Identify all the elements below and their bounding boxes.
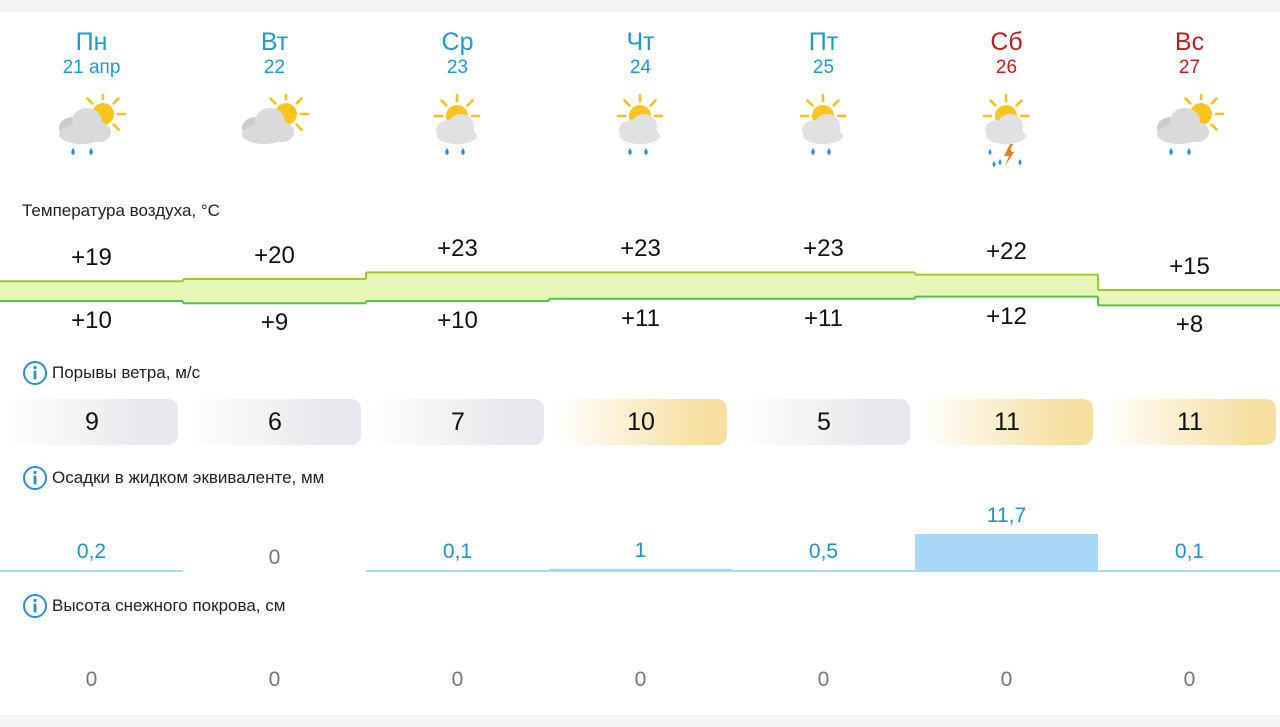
temperature-bar (549, 272, 732, 299)
sun-cloud-thunderstorm-icon (966, 92, 1046, 178)
partly-cloudy-rain-icon (1149, 90, 1229, 178)
temperature-min: +8 (1175, 311, 1204, 339)
wind-gust-value: 6 (189, 399, 361, 445)
partly-cloudy-icon (234, 90, 314, 178)
temperature-max: +23 (620, 235, 661, 263)
precip-value: 0 (268, 546, 281, 569)
temperature-bar (1098, 290, 1280, 306)
day-name: Пт (808, 28, 839, 56)
day-date: 24 (629, 57, 652, 78)
snow-section-label: Высота снежного покрова, см (22, 593, 285, 619)
precip-bar (0, 570, 183, 572)
temperature-min: +10 (437, 307, 478, 334)
temperature-max: +23 (803, 235, 844, 263)
snow-value: 0 (1000, 668, 1013, 691)
precip-section-label: Осадки в жидком эквиваленте, мм (22, 465, 324, 491)
precip-value: 1 (634, 538, 647, 562)
precip-value: 11,7 (986, 504, 1027, 527)
wind-gust-value: 9 (6, 399, 178, 445)
temperature-min: +10 (71, 307, 112, 334)
snow-value: 0 (1183, 668, 1196, 691)
wind-gust-value: 10 (555, 399, 727, 445)
wind-label: Порывы ветра, м/с (52, 363, 201, 382)
snow-label: Высота снежного покрова, см (52, 596, 286, 615)
precip-bars (0, 534, 1280, 572)
temperature-max: +22 (986, 237, 1027, 265)
temperature-min: +11 (621, 304, 660, 332)
wind-gust-value: 11 (1104, 399, 1276, 445)
snow-value: 0 (451, 668, 464, 691)
day-date: 25 (812, 57, 835, 78)
precip-value: 0,1 (1174, 540, 1205, 563)
day-name: Вт (260, 28, 289, 56)
day-name: Сб (990, 28, 1023, 56)
snow-value: 0 (634, 668, 647, 691)
temperature-bar (366, 272, 549, 301)
day-date: 21 апр (62, 57, 121, 78)
sun-cloud-rain-icon (600, 92, 680, 178)
day-date: 22 (263, 57, 286, 78)
temperature-bar (183, 279, 366, 304)
precip-bar (915, 534, 1098, 572)
precip-bar (1098, 570, 1280, 572)
temperature-max: +15 (1169, 253, 1210, 280)
info-icon[interactable] (22, 360, 48, 386)
day-date: 27 (1178, 57, 1201, 78)
temperature-band (0, 271, 1280, 307)
precip-value: 0,2 (76, 540, 107, 563)
day-name: Пн (75, 28, 108, 56)
precip-bar (366, 570, 549, 572)
precip-value: 0,1 (442, 540, 473, 563)
precip-label: Осадки в жидком эквиваленте, мм (52, 468, 325, 487)
snow-value: 0 (268, 668, 281, 691)
temperature-max: +23 (437, 235, 478, 263)
snow-value: 0 (85, 668, 98, 691)
temperature-bar (0, 281, 183, 301)
day-name: Чт (626, 28, 655, 56)
sun-cloud-rain-icon (783, 92, 863, 178)
partly-cloudy-rain-icon (51, 90, 131, 178)
day-name: Ср (441, 28, 474, 56)
day-date: 23 (446, 57, 469, 78)
sun-cloud-rain-icon (417, 92, 497, 178)
forecast-card: Пн 21 апр Вт 22 Ср 23 Чт 24 Пт 25 Сб 26 Вс 27 Темпера… (0, 12, 1280, 715)
precip-bar (732, 570, 915, 572)
snow-value: 0 (817, 668, 830, 691)
wind-gust-value: 7 (372, 399, 544, 445)
day-date: 26 (995, 57, 1018, 78)
day-name: Вс (1174, 28, 1205, 56)
precip-value: 0,5 (808, 540, 839, 563)
temperature-min: +9 (260, 309, 289, 337)
temperature-section-label: Температура воздуха, °C (22, 201, 220, 221)
wind-gust-value: 11 (921, 399, 1093, 445)
temperature-label: Температура воздуха, °C (22, 201, 220, 220)
temperature-max: +20 (254, 242, 295, 269)
info-icon[interactable] (22, 593, 48, 619)
temperature-min: +11 (804, 304, 843, 332)
temperature-min: +12 (986, 302, 1027, 330)
temperature-max: +19 (71, 244, 112, 272)
temperature-bar (732, 272, 915, 299)
precip-bar (549, 568, 732, 572)
info-icon[interactable] (22, 465, 48, 491)
wind-section-label: Порывы ветра, м/с (22, 360, 200, 386)
temperature-bar (915, 274, 1098, 297)
wind-gust-value: 5 (738, 399, 910, 445)
